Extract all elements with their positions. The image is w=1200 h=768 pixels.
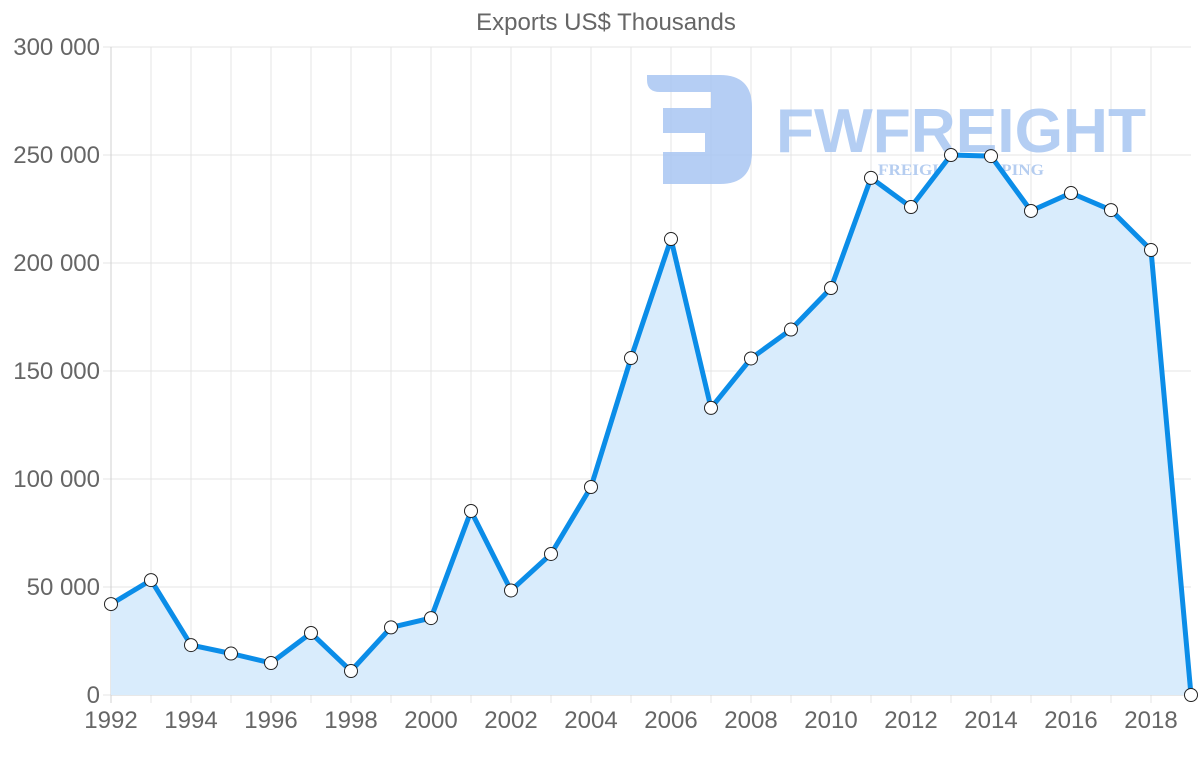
data-point[interactable] [984,149,998,164]
data-point[interactable] [1184,688,1198,702]
y-tick-label: 200 000 [13,250,100,277]
x-tick-label: 2004 [564,707,617,734]
data-point[interactable] [1104,203,1118,218]
data-point[interactable] [1064,186,1078,201]
data-point[interactable] [824,281,838,296]
y-axis-labels: 0 50 000 100 000 150 000 200 000 250 000 300 0… [13,34,100,709]
data-point[interactable] [344,664,358,679]
data-point[interactable] [384,620,398,635]
data-point[interactable] [544,546,558,561]
y-tick-label: 250 000 [13,142,100,169]
y-tick-label: 300 000 [13,34,100,61]
data-point[interactable] [864,170,878,185]
data-point[interactable] [584,479,598,494]
data-point[interactable] [704,400,718,415]
data-point[interactable] [1144,243,1158,258]
x-tick-label: 2018 [1124,707,1177,734]
data-point[interactable] [224,646,238,661]
series-line [108,152,1194,698]
x-tick-label: 2016 [1044,707,1097,734]
x-tick-label: 1998 [324,707,377,734]
fw-logo-icon [647,75,752,184]
x-tick-label: 1996 [244,707,297,734]
x-tick-label: 1992 [84,707,137,734]
x-tick-label: 1994 [164,707,217,734]
y-tick-label: 0 [87,682,100,709]
x-tick-label: 2010 [804,707,857,734]
data-points [104,148,1198,702]
x-tick-label: 2002 [484,707,537,734]
data-point[interactable] [904,200,918,215]
data-point[interactable] [624,351,638,366]
data-point[interactable] [744,351,758,366]
data-point[interactable] [784,322,798,337]
chart-title: Exports US$ Thousands [476,9,736,36]
x-axis-labels: 1992 1994 1996 1998 2000 2002 2004 2006 2008 2010… [84,707,1177,734]
x-tick-label: 2012 [884,707,937,734]
data-point[interactable] [424,611,438,626]
data-point[interactable] [184,638,198,653]
y-tick-label: 100 000 [13,466,100,493]
data-point[interactable] [504,583,518,598]
y-tick-label: 50 000 [27,574,100,601]
data-point[interactable] [464,503,478,518]
data-point[interactable] [304,626,318,641]
data-point[interactable] [264,656,278,671]
x-tick-label: 2000 [404,707,457,734]
data-point[interactable] [1024,203,1038,218]
x-tick-label: 2006 [644,707,697,734]
data-point[interactable] [104,597,118,612]
x-tick-label: 2008 [724,707,777,734]
x-tick-label: 2014 [964,707,1017,734]
series-area-fill [111,155,1191,695]
data-point[interactable] [944,148,958,162]
data-point[interactable] [664,232,678,247]
y-tick-label: 150 000 [13,358,100,385]
data-point[interactable] [144,573,158,588]
